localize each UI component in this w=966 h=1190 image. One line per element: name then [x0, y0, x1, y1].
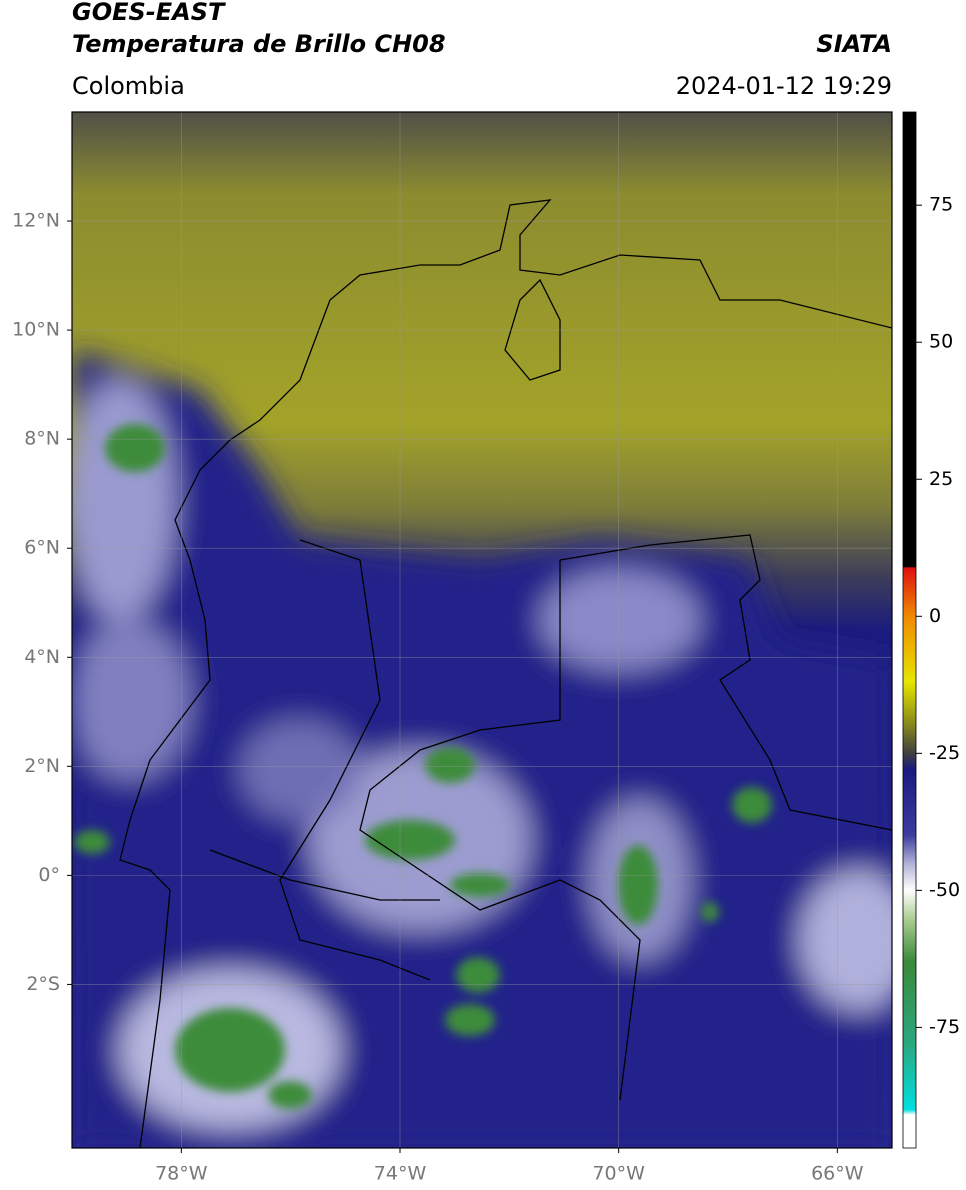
x-tick-label: 74°W	[374, 1163, 427, 1185]
timestamp: 2024-01-12 19:29	[676, 72, 892, 100]
colorbar-tick-label: 50	[929, 331, 953, 353]
y-tick-label: 0°	[38, 864, 60, 886]
source: SIATA	[816, 30, 892, 58]
colorbar	[902, 111, 917, 1149]
y-tick-label: 2°S	[26, 973, 60, 995]
colorbar-tick-label: 25	[929, 468, 953, 490]
map-frame	[71, 111, 893, 1149]
satellite-image	[72, 112, 892, 1148]
colorbar-tick-label: 0	[929, 605, 941, 627]
y-tick-label: 8°N	[24, 428, 60, 450]
colorbar-tick-label: -75	[929, 1016, 960, 1038]
region: Colombia	[72, 72, 185, 100]
colorbar-tick-label: 75	[929, 194, 953, 216]
y-tick-label: 12°N	[12, 210, 60, 232]
x-tick-label: 70°W	[592, 1163, 645, 1185]
title: Temperatura de Brillo CH08	[72, 30, 446, 58]
colorbar-tick-label: -50	[929, 879, 960, 901]
colorbar-tick-label: -25	[929, 742, 960, 764]
y-tick-label: 2°N	[24, 755, 60, 777]
y-tick-label: 10°N	[12, 319, 60, 341]
x-tick-label: 78°W	[155, 1163, 208, 1185]
title: GOES-EAST	[72, 0, 226, 26]
x-tick-label: 66°W	[811, 1163, 864, 1185]
y-tick-label: 4°N	[24, 646, 60, 668]
y-tick-label: 6°N	[24, 537, 60, 559]
